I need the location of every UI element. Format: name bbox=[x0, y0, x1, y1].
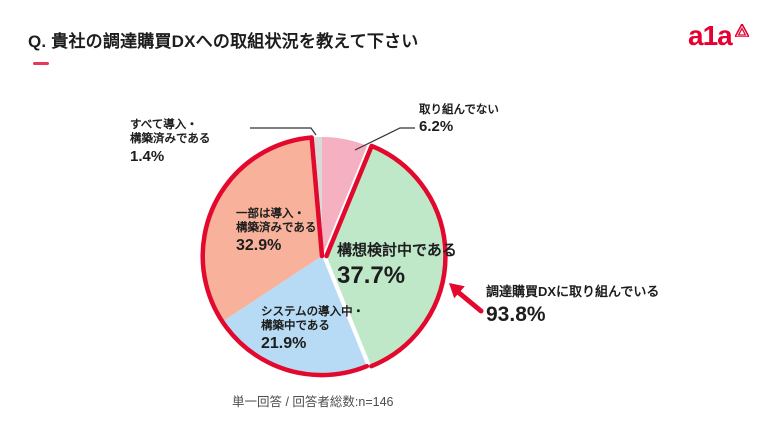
pie-slice-1 bbox=[326, 145, 446, 367]
highlight-arrow-icon bbox=[449, 283, 484, 314]
pie-slice-3 bbox=[203, 137, 322, 322]
label-subete-line2: 構築済みである bbox=[130, 133, 211, 146]
footnote: 単一回答 / 回答者総数:n=146 bbox=[232, 395, 394, 409]
label-kousou-kentou: 構想検討中である 37.7% bbox=[337, 239, 457, 290]
label-highlight-pct: 93.8% bbox=[486, 303, 546, 326]
label-system-line1: システムの導入中・ bbox=[261, 306, 365, 318]
label-system-pct: 21.9% bbox=[261, 334, 307, 352]
title-underline-dash bbox=[33, 62, 49, 65]
label-torikumanai-pct: 6.2% bbox=[419, 118, 454, 136]
label-subete-line1: すべて導入・ bbox=[130, 119, 198, 131]
label-highlight-line1: 調達購買DXに取り組んでいる bbox=[486, 284, 660, 299]
highlight-outline-group bbox=[200, 135, 448, 378]
label-kousou-line1: 構想検討中である bbox=[337, 242, 457, 259]
highlight-outline-exploded bbox=[324, 143, 448, 369]
label-torikumanai: 取り組んでない 6.2% bbox=[419, 103, 499, 137]
label-system-donyu: システムの導入中・ 構築中である 21.9% bbox=[261, 305, 364, 353]
pie-slices-group bbox=[203, 137, 446, 375]
highlight-outline-main bbox=[200, 135, 370, 378]
page-title: Q. 貴社の調達購買DXへの取組状況を教えて下さい bbox=[28, 32, 419, 51]
label-subete-donyu: すべて導入・ 構築済みである 1.4% bbox=[130, 118, 210, 167]
pie-slice-2 bbox=[222, 256, 367, 375]
label-system-line2: 構築中である bbox=[261, 320, 330, 333]
label-torikumanai-line1: 取り組んでない bbox=[419, 104, 499, 116]
callout-line-subete bbox=[250, 127, 317, 136]
pie-slice-0 bbox=[322, 137, 368, 256]
label-ichibu-donyu: 一部は導入・ 構築済みである 32.9% bbox=[236, 207, 316, 255]
company-logo: a1a bbox=[688, 20, 751, 51]
logo-text: a1a bbox=[688, 20, 733, 51]
label-ichibu-line1: 一部は導入・ bbox=[236, 208, 305, 220]
label-highlight-group: 調達購買DXに取り組んでいる 93.8% bbox=[486, 281, 659, 327]
callout-line-torikumanai bbox=[354, 127, 415, 151]
label-ichibu-pct: 32.9% bbox=[236, 236, 282, 254]
label-ichibu-line2: 構築済みである bbox=[236, 222, 317, 235]
label-kousou-pct: 37.7% bbox=[337, 262, 406, 289]
label-subete-pct: 1.4% bbox=[130, 147, 165, 165]
logo-triangle-icon bbox=[733, 22, 751, 42]
